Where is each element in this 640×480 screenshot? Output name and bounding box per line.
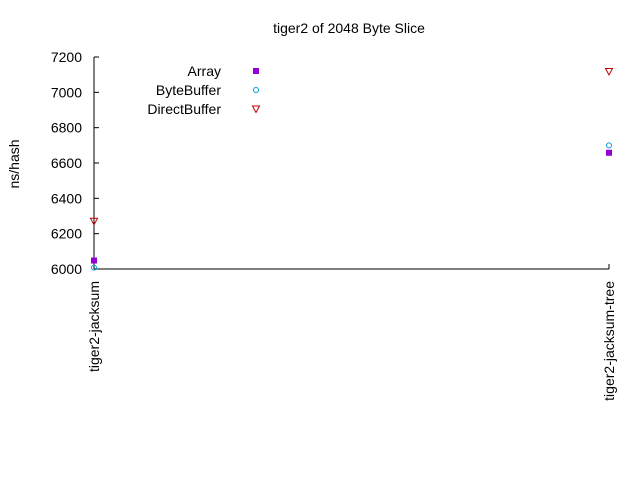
- y-tick-label: 6000: [51, 261, 82, 277]
- legend-label: Array: [188, 63, 221, 79]
- legend-marker: [253, 68, 259, 74]
- legend: Array ByteBuffer DirectBuffer: [147, 63, 261, 117]
- chart-title: tiger2 of 2048 Byte Slice: [273, 20, 425, 36]
- y-tick-label: 7000: [51, 84, 82, 100]
- legend-marker: [253, 87, 259, 93]
- legend-label: DirectBuffer: [147, 101, 221, 117]
- data-point: [91, 264, 97, 271]
- series-bytebuffer: [91, 142, 612, 271]
- x-tick-label: tiger2-jacksum-tree: [601, 281, 617, 401]
- y-tick-label: 6600: [51, 155, 82, 171]
- y-tick-label: 6400: [51, 190, 82, 206]
- y-ticks: 6000 6200 6400 6600 6800 7000 7200: [51, 49, 99, 277]
- y-tick-label: 6800: [51, 120, 82, 136]
- data-point: [604, 67, 614, 77]
- x-tick-label: tiger2-jacksum: [86, 281, 102, 372]
- data-point: [89, 217, 99, 226]
- y-tick-label: 7200: [51, 49, 82, 65]
- legend-label: ByteBuffer: [156, 82, 221, 98]
- series-directbuffer: [89, 67, 614, 226]
- x-ticks: tiger2-jacksum tiger2-jacksum-tree: [86, 264, 617, 401]
- data-marks: [89, 67, 614, 271]
- y-tick-label: 6200: [51, 226, 82, 242]
- y-axis-label: ns/hash: [6, 139, 22, 188]
- legend-marker: [251, 105, 261, 114]
- series-array: [91, 149, 612, 264]
- data-point: [91, 257, 97, 264]
- data-point: [606, 142, 612, 149]
- data-point: [606, 149, 612, 156]
